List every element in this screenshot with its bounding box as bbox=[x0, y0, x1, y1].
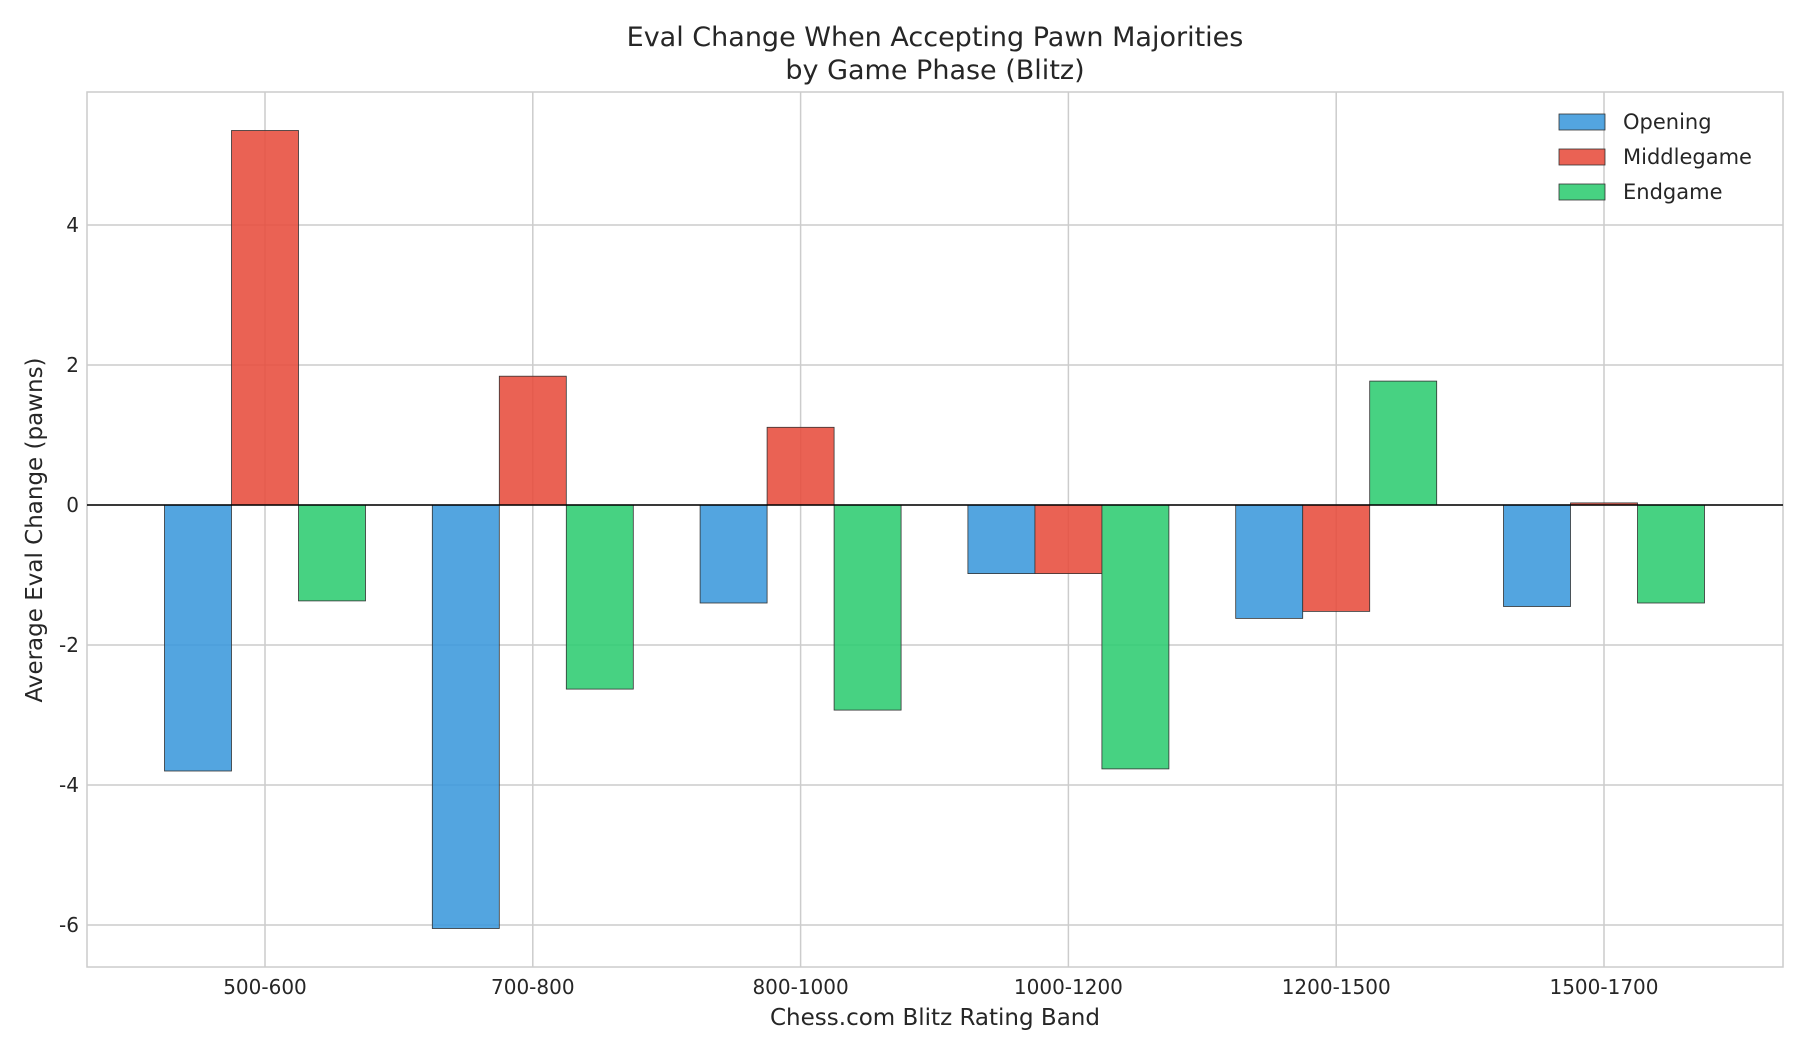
bar-middlegame-500-600 bbox=[231, 130, 299, 506]
y-axis-label: Average Eval Change (pawns) bbox=[22, 357, 48, 702]
legend-swatch-middlegame bbox=[1558, 148, 1606, 166]
bars bbox=[164, 130, 1705, 929]
bar-endgame-500-600 bbox=[298, 504, 366, 602]
y-tick-label: 0 bbox=[66, 493, 79, 517]
bar-middlegame-1000-1200 bbox=[1034, 504, 1103, 574]
plot-area bbox=[86, 91, 1784, 968]
y-tick-label: -6 bbox=[59, 913, 79, 937]
tick-labels: -6 -4 -2 0 2 4 500-600 700-800 800-1000 1000-1200… bbox=[59, 213, 1658, 999]
bar-opening-1500-1700 bbox=[1503, 504, 1571, 607]
bar-middlegame-700-800 bbox=[498, 375, 567, 506]
x-tick-label: 1200-1500 bbox=[1282, 975, 1391, 999]
bar-opening-500-600 bbox=[164, 504, 232, 772]
bar-opening-1200-1500 bbox=[1235, 504, 1304, 619]
legend-swatch-opening bbox=[1558, 113, 1606, 131]
chart-title-line2: by Game Phase (Blitz) bbox=[785, 55, 1084, 86]
bar-endgame-700-800 bbox=[565, 504, 634, 690]
bar-middlegame-1200-1500 bbox=[1302, 504, 1371, 612]
y-tick-label: -2 bbox=[59, 633, 79, 657]
bar-endgame-1500-1700 bbox=[1637, 504, 1705, 604]
bar-endgame-800-1000 bbox=[833, 504, 902, 711]
bar-opening-700-800 bbox=[431, 504, 500, 929]
bar-endgame-1200-1500 bbox=[1369, 380, 1438, 506]
legend-label-endgame: Endgame bbox=[1623, 180, 1722, 204]
x-tick-label: 700-800 bbox=[491, 975, 575, 999]
legend: Opening Middlegame Endgame bbox=[1558, 110, 1752, 204]
x-tick-label: 1000-1200 bbox=[1014, 975, 1123, 999]
legend-swatch-endgame bbox=[1558, 183, 1606, 201]
x-tick-label: 800-1000 bbox=[752, 975, 848, 999]
legend-label-middlegame: Middlegame bbox=[1623, 145, 1752, 169]
bar-opening-1000-1200 bbox=[967, 504, 1036, 574]
legend-label-opening: Opening bbox=[1623, 110, 1712, 134]
x-tick-label: 1500-1700 bbox=[1549, 975, 1658, 999]
bar-opening-800-1000 bbox=[699, 504, 768, 604]
x-axis-label: Chess.com Blitz Rating Band bbox=[770, 1005, 1100, 1031]
chart-title-line1: Eval Change When Accepting Pawn Majoriti… bbox=[627, 22, 1244, 53]
y-tick-label: -4 bbox=[59, 773, 79, 797]
y-tick-label: 4 bbox=[66, 213, 79, 237]
x-tick-label: 500-600 bbox=[223, 975, 307, 999]
bar-endgame-1000-1200 bbox=[1101, 504, 1170, 770]
y-tick-label: 2 bbox=[66, 353, 79, 377]
bar-middlegame-800-1000 bbox=[766, 426, 835, 506]
